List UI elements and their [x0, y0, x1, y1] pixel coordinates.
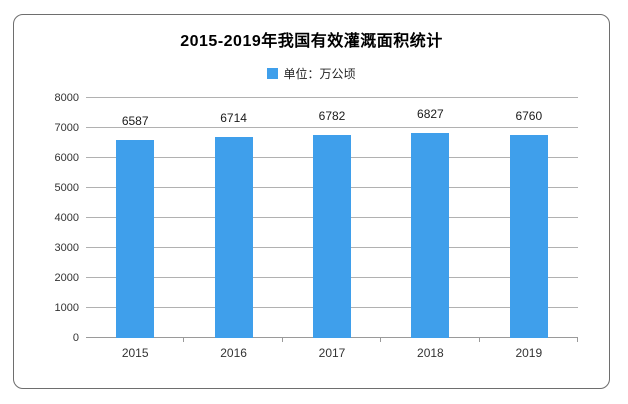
y-tick-label: 4000: [54, 212, 79, 224]
chart-frame: 2015-2019年我国有效灌溉面积统计 单位：万公顷 0 1000 2000 300…: [13, 14, 610, 389]
x-tick-label: 2018: [417, 346, 444, 360]
x-tick-label: 2017: [318, 346, 346, 360]
bar-value-label: 6587: [121, 114, 149, 129]
y-tick-label: 3000: [54, 242, 79, 254]
plot-area: 0 1000 2000 3000 4000 5000 6000 7000 8000 6587 201…: [55, 92, 578, 360]
gridline: [86, 127, 578, 128]
legend-marker-icon: [267, 68, 279, 79]
bar: [214, 136, 253, 338]
gridline: [86, 97, 578, 98]
y-tick-label: 7000: [54, 122, 79, 134]
bar: [411, 133, 450, 338]
x-axis-tick: [183, 338, 185, 342]
x-axis-tick: [577, 338, 578, 342]
y-tick-label: 2000: [54, 272, 79, 284]
bar-value-label: 6714: [220, 110, 247, 125]
y-tick-label: 0: [72, 332, 79, 344]
y-tick-label: 5000: [54, 182, 79, 194]
x-tick-label: 2016: [220, 346, 247, 360]
x-axis-tick: [478, 338, 480, 342]
y-tick-label: 1000: [54, 302, 79, 314]
y-tick-label: 6000: [54, 152, 79, 164]
chart-title: 2015-2019年我国有效灌溉面积统计: [180, 33, 443, 50]
bar: [509, 135, 548, 338]
x-axis-tick: [281, 338, 283, 342]
legend-label: 单位：万公顷: [283, 67, 356, 81]
x-tick-label: 2015: [121, 346, 149, 360]
bar-value-label: 6827: [417, 107, 444, 122]
x-tick-label: 2019: [515, 346, 543, 360]
y-tick-label: 8000: [54, 92, 79, 104]
legend: 单位：万公顷: [14, 65, 609, 82]
bar-value-label: 6782: [318, 108, 346, 123]
x-axis-tick: [380, 338, 382, 342]
bar-value-label: 6760: [515, 109, 543, 124]
bar: [313, 134, 351, 338]
bar: [116, 140, 155, 338]
